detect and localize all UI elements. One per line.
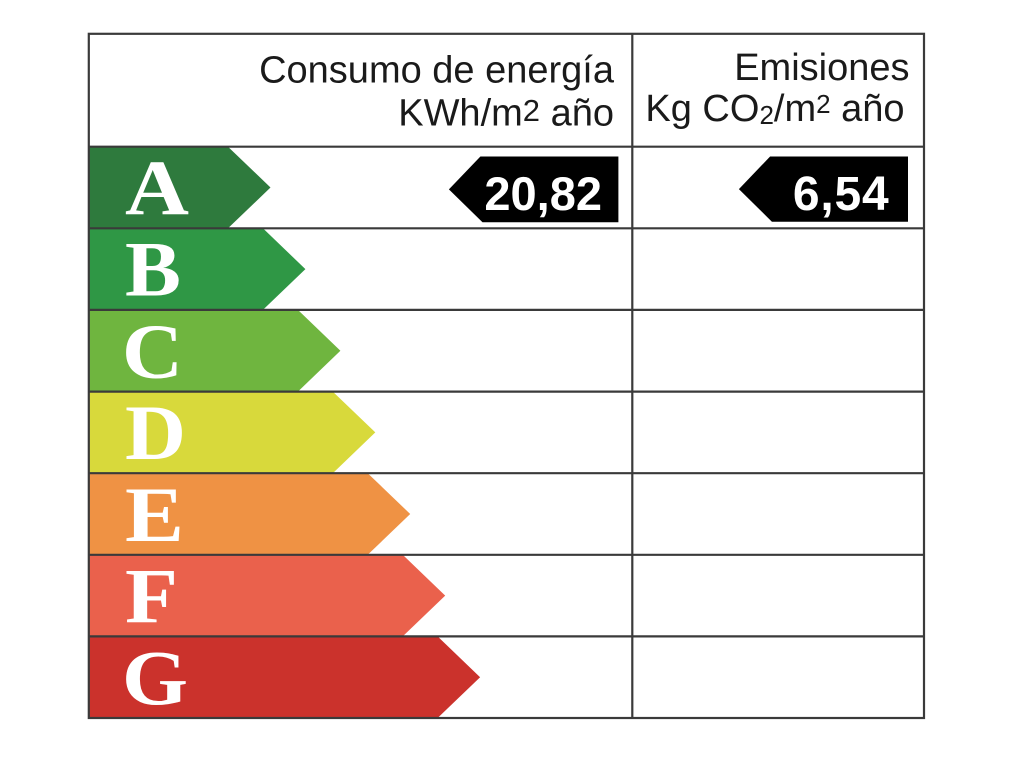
- svg-text:Consumo de energía: Consumo de energía: [259, 50, 615, 92]
- svg-text:C: C: [122, 307, 183, 394]
- svg-text:F: F: [125, 553, 178, 640]
- svg-text:E: E: [125, 471, 184, 558]
- svg-text:6,54: 6,54: [793, 168, 890, 221]
- svg-text:KWh/m2 año: KWh/m2 año: [398, 93, 614, 135]
- svg-text:B: B: [125, 226, 181, 313]
- svg-text:Kg CO2/m2 año: Kg CO2/m2 año: [645, 88, 904, 130]
- svg-text:G: G: [122, 634, 188, 721]
- svg-text:20,82: 20,82: [484, 167, 602, 220]
- svg-text:D: D: [125, 389, 186, 476]
- svg-text:A: A: [125, 144, 189, 231]
- svg-text:Emisiones: Emisiones: [734, 47, 909, 89]
